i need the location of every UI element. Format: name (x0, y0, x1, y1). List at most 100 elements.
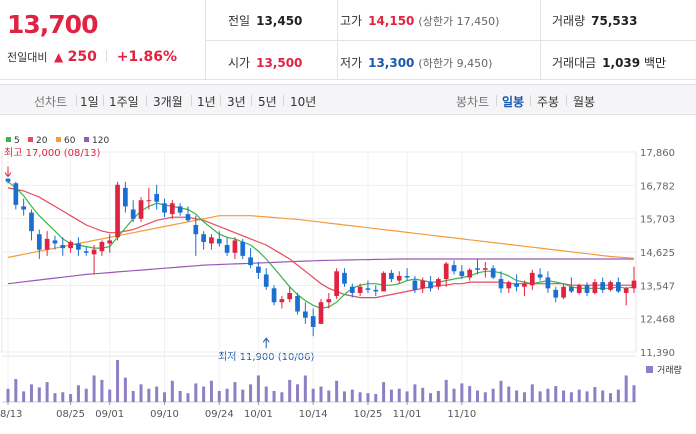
volume-bar (37, 387, 41, 402)
period-5y[interactable]: 5년 (258, 95, 277, 109)
period-3m[interactable]: 3개월 (153, 95, 183, 109)
candlestick-chart: 5 20 60 120 17,86016,78215,70314,62513,5471… (0, 136, 682, 420)
candle-body (506, 282, 512, 289)
candle-body (569, 286, 574, 292)
candle-body (631, 280, 637, 289)
candle-body (561, 286, 566, 298)
volume-bar (155, 386, 159, 402)
volume-bar (264, 386, 268, 402)
candle-body (271, 288, 277, 303)
trade-value: 거래대금 1,039 백만 (552, 54, 666, 71)
candle-body (5, 178, 11, 182)
volume-bar (170, 380, 174, 402)
low-value: 13,300 (368, 56, 415, 70)
candle-body (412, 280, 418, 290)
x-tick-label: 10/14 (299, 409, 328, 420)
legend-label-5: 5 (14, 136, 20, 146)
ma60-line (7, 215, 635, 259)
volume-bar (61, 392, 65, 402)
change-line: 전일대비 ▲ 250 +1.86% (7, 49, 177, 65)
volume-bar (632, 385, 636, 402)
volume-bar (202, 386, 206, 402)
volume-bar (303, 375, 307, 402)
moving-average-lines (7, 181, 635, 310)
y-tick-label: 15,703 (640, 215, 675, 226)
prev-close: 전일 13,450 (228, 12, 302, 29)
open-label: 시가 (228, 56, 251, 70)
candle-monthly[interactable]: 월봉 (573, 95, 596, 109)
candle-body (537, 274, 543, 278)
legend-label-120: 120 (92, 136, 109, 146)
candle-body (248, 257, 253, 266)
period-10y[interactable]: 10년 (290, 95, 317, 109)
period-1d[interactable]: 1일 (80, 95, 99, 109)
change-divider (106, 50, 108, 62)
candle-body (209, 237, 214, 244)
candle-body (334, 271, 339, 297)
period-1y[interactable]: 1년 (197, 95, 216, 109)
period-divider (103, 95, 104, 106)
prev-close-value: 13,450 (256, 14, 303, 28)
candle-body (29, 212, 34, 232)
candle-body (295, 296, 300, 312)
volume-bar (45, 382, 49, 402)
candle-body (404, 275, 410, 278)
x-axis: 08/13 08/25 09/01 09/10 09/24 10/01 10/14 10/25… (0, 402, 476, 420)
trade-value-unit: 백만 (643, 56, 667, 70)
legend-label-60: 60 (64, 136, 76, 146)
candle-body (381, 272, 386, 292)
candle-body (68, 241, 73, 249)
y-tick-label: 14,625 (640, 248, 675, 259)
candle-body (177, 206, 183, 213)
candle-body (592, 282, 598, 293)
upper-limit-label: 상한가 (422, 15, 454, 28)
volume-label: 거래량 (552, 14, 586, 28)
candle-body (279, 299, 285, 303)
candle-body (529, 272, 535, 286)
volume-bar (22, 391, 26, 402)
volume-bar (225, 388, 229, 402)
candle-body (349, 286, 355, 293)
candle-body (36, 234, 42, 250)
volume-bar (53, 393, 57, 402)
volume-bar (522, 392, 526, 402)
volume-bar (186, 393, 190, 402)
volume-bar (483, 392, 487, 402)
volume-bar (108, 389, 112, 402)
upper-limit-value: 17,450 (456, 15, 496, 28)
volume-bar (616, 389, 620, 402)
high-label: 고가 (340, 14, 363, 28)
volume-bar (382, 382, 386, 402)
volume-bar (296, 384, 300, 402)
volume-bar (241, 389, 245, 402)
period-divider (283, 95, 284, 106)
candle-body (342, 272, 347, 284)
candle-body (224, 245, 230, 253)
volume-bar (397, 388, 401, 402)
candle-body (389, 272, 394, 280)
candle-weekly[interactable]: 주봉 (537, 95, 560, 109)
volume-bar (280, 392, 284, 402)
volume-bar (624, 375, 628, 402)
candle-body (576, 285, 582, 293)
period-3y[interactable]: 3년 (227, 95, 246, 109)
low-label: 저가 (340, 56, 363, 70)
volume-bar (499, 380, 503, 402)
candle-daily[interactable]: 일봉 (502, 95, 525, 109)
volume-bar (405, 391, 409, 402)
y-tick-label: 17,860 (640, 148, 675, 159)
period-1w[interactable]: 1주일 (109, 95, 139, 109)
x-tick-label: 09/24 (205, 409, 234, 420)
candle-body (396, 275, 402, 281)
up-triangle-icon: ▲ (53, 50, 64, 64)
change-label: 전일대비 (7, 51, 48, 64)
candle-body (451, 265, 457, 272)
period-divider (496, 95, 497, 106)
candle-body (365, 288, 371, 290)
period-divider (251, 95, 252, 106)
volume-bar (69, 394, 73, 402)
candle-body (44, 238, 50, 250)
candle-body (326, 299, 332, 303)
volume-bar (436, 390, 440, 402)
lower-limit: (하한가 9,450) (418, 57, 493, 70)
